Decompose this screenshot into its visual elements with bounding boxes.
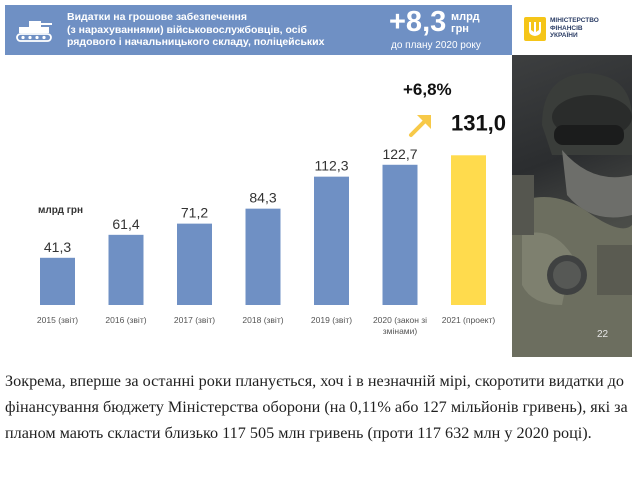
data-label: 84,3 bbox=[249, 190, 276, 206]
x-tick-label: 2020 (закон зі bbox=[373, 315, 427, 325]
page-number: 22 bbox=[597, 329, 609, 340]
tank-icon bbox=[16, 21, 52, 42]
increase-unit-line: млрд bbox=[451, 11, 480, 23]
x-tick-label: 2015 (звіт) bbox=[37, 315, 78, 325]
growth-annotation: +6,8% bbox=[403, 80, 452, 99]
bar-chart: млрд грн 41,3 2015 (звіт) 61,4 2016 (звіт) 71… bbox=[5, 55, 512, 357]
y-unit-label: млрд грн bbox=[38, 205, 83, 216]
x-tick-label: змінами) bbox=[383, 326, 418, 336]
ministry-name: МІНІСТЕРСТВО ФІНАНСІВ УКРАЇНИ bbox=[550, 17, 620, 40]
growth-arrow-icon bbox=[409, 119, 427, 137]
soldier-photo: 22 bbox=[512, 55, 632, 357]
ministry-name-line: МІНІСТЕРСТВО bbox=[550, 17, 599, 24]
x-tick-label: 2021 (проект) bbox=[442, 315, 496, 325]
header-band: Видатки на грошове забезпечення (з нарах… bbox=[5, 5, 512, 55]
increase-amount: +8,3 bbox=[389, 6, 447, 38]
data-label: 131,0 bbox=[451, 110, 506, 135]
bar bbox=[382, 164, 418, 305]
header-title-line: (з нарахуваннями) військовослужбовців, о… bbox=[67, 23, 308, 36]
header-title-line: рядового і начальницького складу, поліце… bbox=[67, 36, 325, 48]
x-tick-label: 2019 (звіт) bbox=[311, 315, 352, 325]
budget-infographic: Видатки на грошове забезпечення (з нарах… bbox=[5, 5, 632, 357]
header-title-line: Видатки на грошове забезпечення bbox=[67, 11, 247, 23]
bar bbox=[108, 234, 144, 305]
x-tick-label: 2018 (звіт) bbox=[242, 315, 283, 325]
bar-chart-svg: млрд грн 41,3 2015 (звіт) 61,4 2016 (звіт) 71… bbox=[37, 80, 506, 336]
data-label: 122,7 bbox=[382, 146, 417, 162]
bar bbox=[245, 208, 281, 305]
data-label: 61,4 bbox=[112, 216, 139, 232]
ministry-name-line: ФІНАНСІВ bbox=[550, 24, 583, 32]
header-title: Видатки на грошове забезпечення (з нарах… bbox=[67, 11, 367, 49]
growth-arrowhead-icon bbox=[417, 115, 431, 129]
bar bbox=[40, 257, 75, 305]
bar bbox=[177, 223, 212, 305]
increase-subtitle: до плану 2020 року bbox=[391, 40, 481, 51]
increase-unit: млрд грн bbox=[451, 11, 481, 35]
x-tick-label: 2017 (звіт) bbox=[174, 315, 215, 325]
data-label: 71,2 bbox=[181, 205, 208, 221]
increase-unit-line: грн bbox=[451, 23, 469, 35]
trident-emblem-icon bbox=[524, 17, 546, 41]
ministry-name-line: УКРАЇНИ bbox=[550, 32, 578, 39]
data-label: 112,3 bbox=[315, 158, 349, 174]
bar bbox=[314, 176, 349, 305]
soldier-image bbox=[512, 73, 632, 357]
data-label: 41,3 bbox=[44, 239, 71, 255]
x-tick-label: 2016 (звіт) bbox=[105, 315, 146, 325]
article-paragraph: Зокрема, вперше за останні роки плануєть… bbox=[5, 372, 628, 442]
ministry-logo: МІНІСТЕРСТВО ФІНАНСІВ УКРАЇНИ bbox=[512, 5, 632, 55]
bar-highlight bbox=[451, 155, 486, 305]
